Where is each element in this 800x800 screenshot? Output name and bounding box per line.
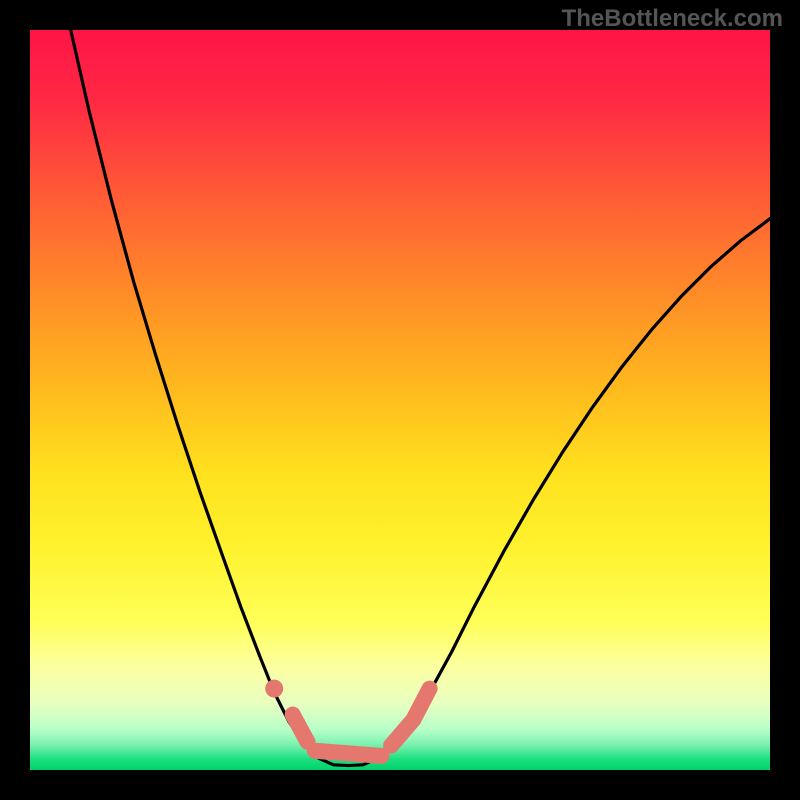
- plot-background-gradient: [30, 30, 770, 770]
- highlight-dot: [265, 680, 283, 698]
- bottleneck-chart: TheBottleneck.com: [0, 0, 800, 800]
- watermark-text: TheBottleneck.com: [562, 5, 783, 32]
- highlight-segment: [315, 751, 382, 756]
- chart-container: TheBottleneck.com: [0, 0, 800, 800]
